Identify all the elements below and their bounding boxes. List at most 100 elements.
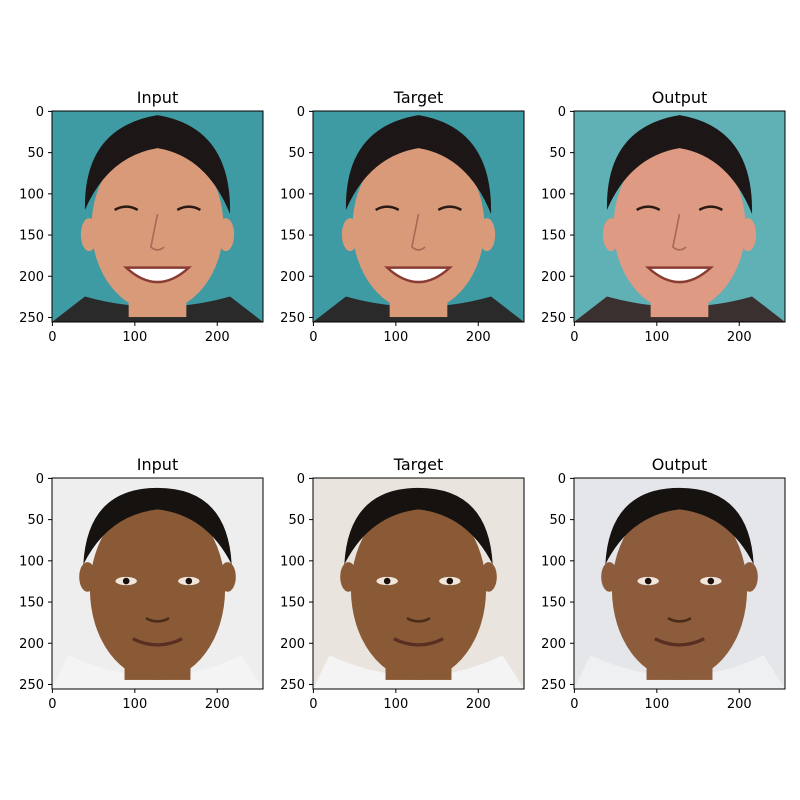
face [91, 141, 224, 312]
eye-right [698, 205, 723, 211]
y-tick-label: 150 [280, 596, 305, 611]
x-tick-label: 100 [122, 697, 147, 712]
eye-right [176, 205, 201, 211]
nose [406, 617, 431, 623]
panel-r2-target: Target 0 100 200 0 50 100 150 200 250 [280, 455, 525, 712]
x-tick-label: 200 [205, 330, 230, 345]
face-image [574, 478, 785, 689]
y-tick-label: 250 [541, 311, 566, 326]
nose [411, 213, 426, 251]
y-tick-label: 50 [549, 146, 566, 161]
x-tick-label: 100 [122, 330, 147, 345]
panel-title: Target [393, 455, 444, 474]
panel-r1-output: Output 0 100 200 0 50 100 150 200 250 [541, 88, 786, 345]
face [352, 141, 485, 312]
panel-title: Target [393, 88, 444, 107]
x-tick-label: 200 [727, 697, 752, 712]
y-tick-label: 200 [280, 270, 305, 285]
x-tick-label: 200 [205, 697, 230, 712]
panel-r1-input: Input 0 100 200 0 50 100 150 200 250 [19, 88, 264, 345]
x-tick-label: 200 [466, 697, 491, 712]
y-tick-label: 150 [541, 229, 566, 244]
face [89, 498, 226, 680]
pupil-left [122, 577, 130, 585]
axes-frame [312, 477, 525, 690]
pupil-left [383, 577, 391, 585]
face-image [313, 478, 524, 689]
panel-r2-output: Output 0 100 200 0 50 100 150 200 250 [541, 455, 786, 712]
hair [83, 487, 232, 565]
shirt [52, 655, 263, 689]
hair [345, 115, 492, 215]
y-tick-label: 100 [280, 187, 305, 202]
y-tick-label: 250 [280, 311, 305, 326]
smile [393, 637, 444, 647]
pupil-left [644, 577, 652, 585]
x-tick-label: 0 [309, 330, 317, 345]
y-tick-label: 50 [27, 513, 44, 528]
y-tick-label: 0 [36, 105, 44, 120]
y-tick-label: 200 [19, 637, 44, 652]
hair [344, 487, 493, 565]
x-tick-label: 200 [466, 330, 491, 345]
panels-layer: Input 0 100 200 0 50 100 150 200 250 Target 0 100 200… [19, 88, 786, 712]
eye-left [636, 205, 661, 211]
smile [123, 266, 192, 284]
y-tick-label: 150 [280, 229, 305, 244]
x-tick-label: 100 [644, 330, 669, 345]
y-tick-label: 50 [288, 513, 305, 528]
smile [384, 266, 453, 284]
face-image [52, 111, 263, 322]
hair [605, 487, 754, 565]
y-tick-label: 100 [541, 554, 566, 569]
y-tick-label: 150 [19, 229, 44, 244]
y-tick-label: 0 [558, 105, 566, 120]
smile [645, 266, 714, 284]
x-tick-label: 200 [727, 330, 752, 345]
face-image [313, 111, 524, 322]
smile [132, 637, 183, 647]
y-tick-label: 200 [541, 270, 566, 285]
panel-title: Input [137, 88, 178, 107]
x-tick-label: 0 [48, 330, 56, 345]
y-tick-label: 200 [280, 637, 305, 652]
y-tick-label: 150 [541, 596, 566, 611]
x-tick-label: 0 [570, 697, 578, 712]
panel-r1-target: Target 0 100 200 0 50 100 150 200 250 [280, 88, 525, 345]
y-tick-label: 200 [19, 270, 44, 285]
axes-frame [312, 110, 525, 323]
panel-title: Output [652, 455, 708, 474]
nose [667, 617, 692, 623]
axes-frame [573, 110, 786, 323]
y-tick-label: 0 [558, 472, 566, 487]
y-tick-label: 100 [541, 187, 566, 202]
y-tick-label: 250 [280, 678, 305, 693]
face-image [52, 478, 263, 689]
pupil-right [446, 577, 454, 585]
y-tick-label: 100 [280, 554, 305, 569]
hair [84, 115, 231, 215]
nose [150, 213, 165, 251]
pupil-right [707, 577, 715, 585]
nose [145, 617, 170, 623]
y-tick-label: 200 [541, 637, 566, 652]
y-tick-label: 250 [541, 678, 566, 693]
face-image [574, 111, 785, 322]
y-tick-label: 0 [297, 105, 305, 120]
y-tick-label: 50 [27, 146, 44, 161]
y-tick-label: 0 [36, 472, 44, 487]
y-tick-label: 50 [288, 146, 305, 161]
panel-title: Output [652, 88, 708, 107]
axes-frame [51, 110, 264, 323]
y-tick-label: 100 [19, 187, 44, 202]
y-tick-label: 0 [297, 472, 305, 487]
hair [606, 115, 753, 215]
x-tick-label: 0 [309, 697, 317, 712]
face [613, 141, 746, 312]
nose [672, 213, 687, 251]
shirt [574, 655, 785, 689]
eye-right [437, 205, 462, 211]
face [611, 498, 748, 680]
axes-frame [573, 477, 786, 690]
